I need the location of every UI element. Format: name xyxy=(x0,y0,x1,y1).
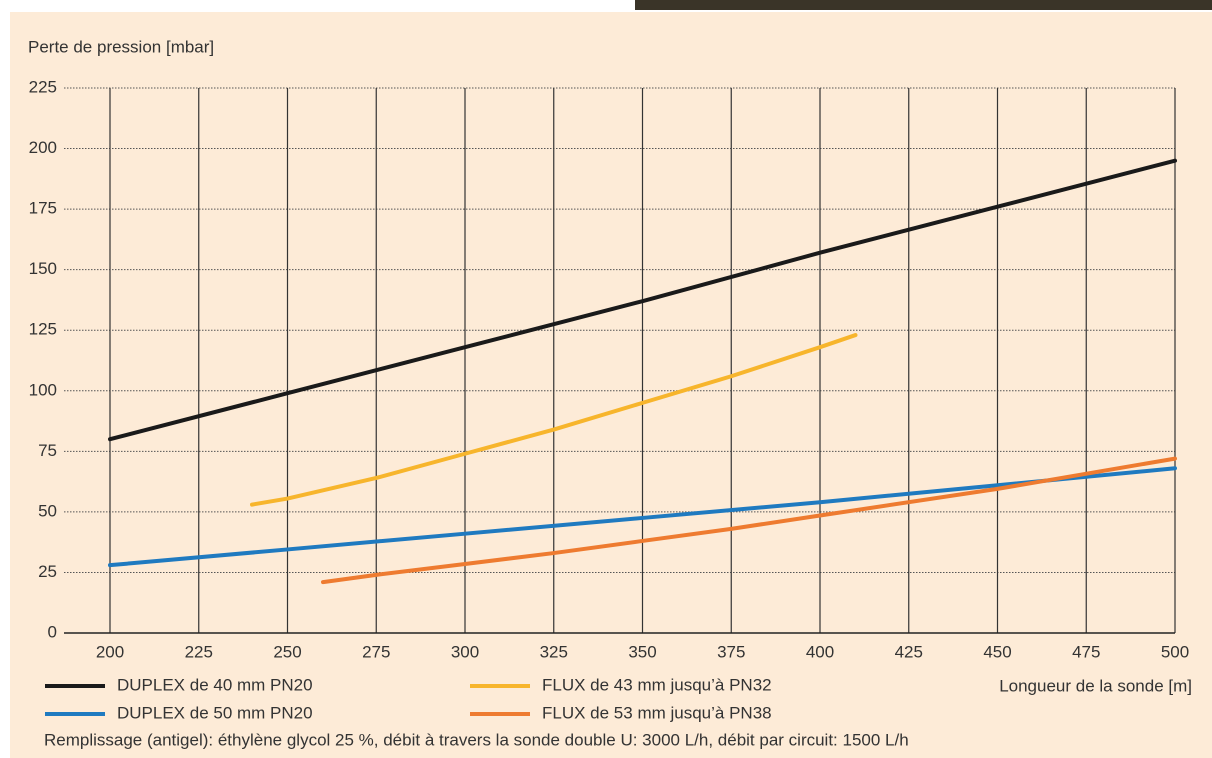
legend-label: FLUX de 53 mm jusqu’à PN38 xyxy=(542,703,772,722)
y-tick-label: 50 xyxy=(38,501,57,520)
x-tick-label: 500 xyxy=(1161,642,1189,661)
x-tick-label: 375 xyxy=(717,642,745,661)
x-tick-label: 400 xyxy=(806,642,834,661)
page: {"chart_data": { "type": "line", "y_axis… xyxy=(0,0,1212,758)
x-axis-label: Longueur de la sonde [m] xyxy=(999,676,1192,695)
x-tick-label: 425 xyxy=(895,642,923,661)
x-tick-label: 275 xyxy=(362,642,390,661)
x-tick-label: 225 xyxy=(185,642,213,661)
note: Remplissage (antigel): éthylène glycol 2… xyxy=(44,730,909,749)
y-tick-label: 150 xyxy=(29,259,57,278)
y-tick-label: 75 xyxy=(38,441,57,460)
x-tick-label: 350 xyxy=(628,642,656,661)
y-tick-label: 125 xyxy=(29,320,57,339)
x-tick-label: 475 xyxy=(1072,642,1100,661)
y-tick-label: 175 xyxy=(29,199,57,218)
legend-label: DUPLEX de 50 mm PN20 xyxy=(117,703,313,722)
y-tick-label: 100 xyxy=(29,380,57,399)
chart: Perte de pression [mbar] Longueur de la … xyxy=(0,0,1212,758)
legend-label: DUPLEX de 40 mm PN20 xyxy=(117,675,313,694)
x-tick-label: 250 xyxy=(273,642,301,661)
y-tick-label: 0 xyxy=(48,622,57,641)
legend-label: FLUX de 43 mm jusqu’à PN32 xyxy=(542,675,772,694)
photo-strip xyxy=(635,0,1212,10)
y-tick-label: 225 xyxy=(29,77,57,96)
x-tick-label: 325 xyxy=(540,642,568,661)
y-tick-label: 200 xyxy=(29,138,57,157)
y-axis-label: Perte de pression [mbar] xyxy=(28,37,214,56)
y-tick-label: 25 xyxy=(38,562,57,581)
x-tick-label: 450 xyxy=(983,642,1011,661)
x-tick-label: 200 xyxy=(96,642,124,661)
x-tick-label: 300 xyxy=(451,642,479,661)
